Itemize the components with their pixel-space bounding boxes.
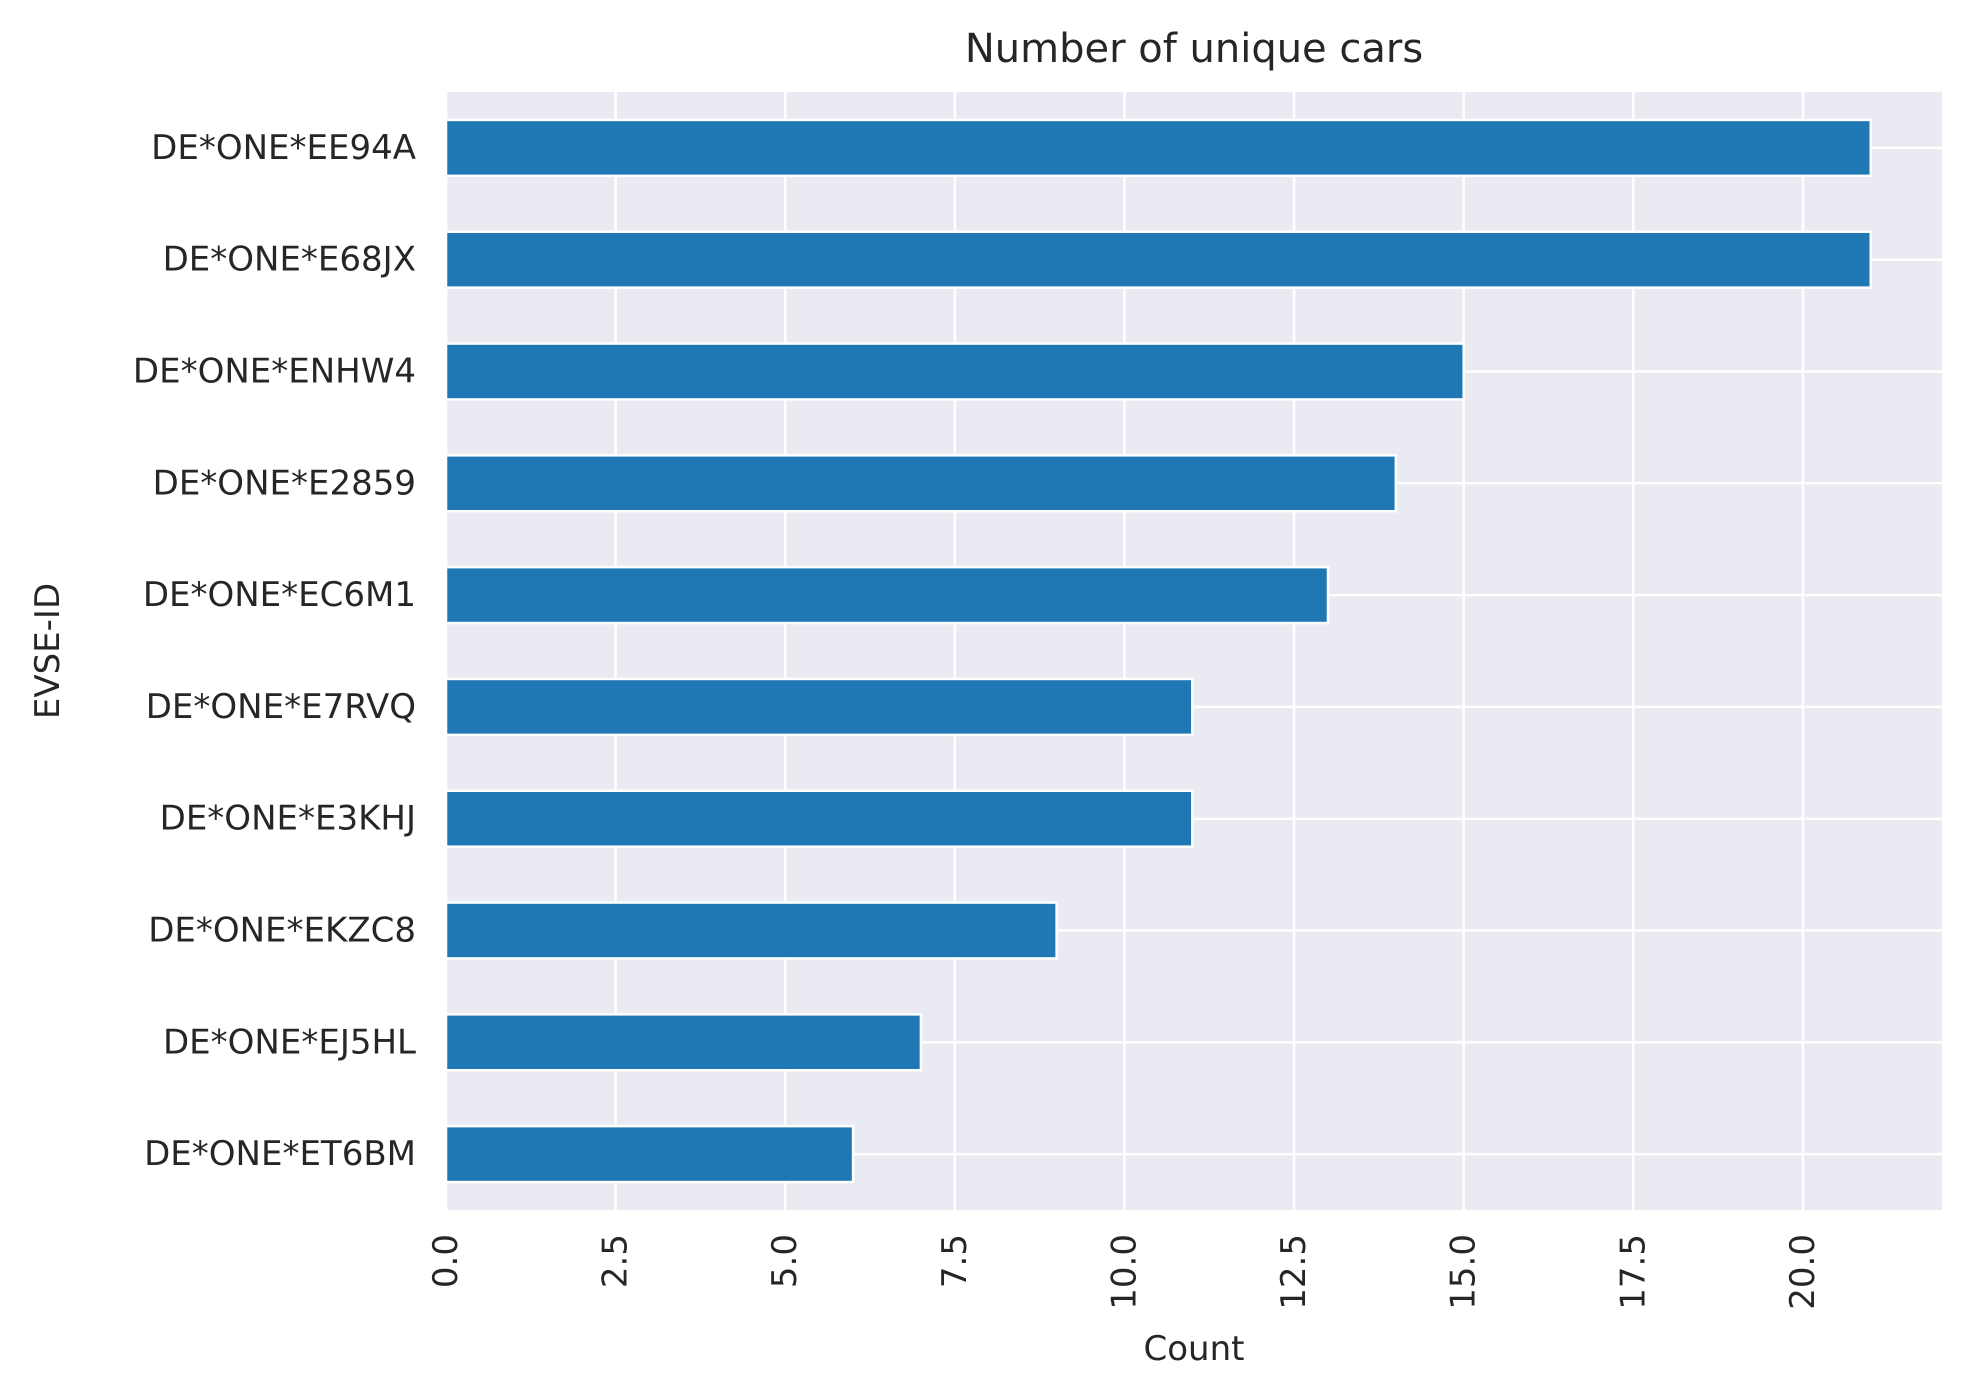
bar — [444, 342, 1465, 401]
chart-title: Number of unique cars — [965, 26, 1423, 72]
y-axis-label: EVSE-ID — [28, 583, 68, 719]
bar — [444, 565, 1330, 625]
bar — [444, 789, 1194, 848]
y-tick-label: DE*ONE*EC6M1 — [143, 575, 416, 615]
x-tick-label: 15.0 — [1444, 1234, 1484, 1310]
y-tick-label: DE*ONE*ENHW4 — [133, 352, 416, 392]
x-tick-label: 12.5 — [1274, 1234, 1314, 1310]
bar — [444, 454, 1398, 513]
x-tick-label: 20.0 — [1783, 1234, 1823, 1310]
bar — [444, 118, 1873, 178]
bar — [444, 230, 1873, 289]
y-tick-label: DE*ONE*E2859 — [153, 463, 416, 503]
y-tick-label: DE*ONE*E3KHJ — [160, 799, 416, 839]
x-tick-label: 0.0 — [426, 1234, 466, 1288]
y-tick-label: DE*ONE*EE94A — [151, 128, 416, 168]
x-tick-label: 17.5 — [1613, 1234, 1653, 1310]
x-tick-label: 7.5 — [935, 1234, 975, 1288]
y-tick-label: DE*ONE*EJ5HL — [163, 1022, 416, 1062]
bars — [444, 118, 1873, 1184]
x-axis-label: Count — [1144, 1329, 1245, 1369]
y-tick-label: DE*ONE*E7RVQ — [146, 687, 416, 727]
bar — [444, 677, 1194, 737]
x-tick-label: 5.0 — [765, 1234, 805, 1288]
x-tick-label: 2.5 — [596, 1234, 636, 1288]
bar — [444, 901, 1058, 960]
y-tick-label: DE*ONE*E68JX — [163, 240, 416, 280]
y-tick-label: DE*ONE*ET6BM — [144, 1134, 416, 1174]
y-tick-label: DE*ONE*EKZC8 — [148, 911, 416, 951]
y-tick-labels: DE*ONE*EE94A DE*ONE*E68JX DE*ONE*ENHW4 DE*O… — [133, 128, 416, 1174]
x-tick-labels: 0.0 2.5 5.0 7.5 10.0 12.5 15.0 17.5 20.0 — [426, 1234, 1823, 1310]
bar — [444, 1013, 923, 1072]
bar — [444, 1124, 855, 1184]
x-tick-label: 10.0 — [1104, 1234, 1144, 1310]
